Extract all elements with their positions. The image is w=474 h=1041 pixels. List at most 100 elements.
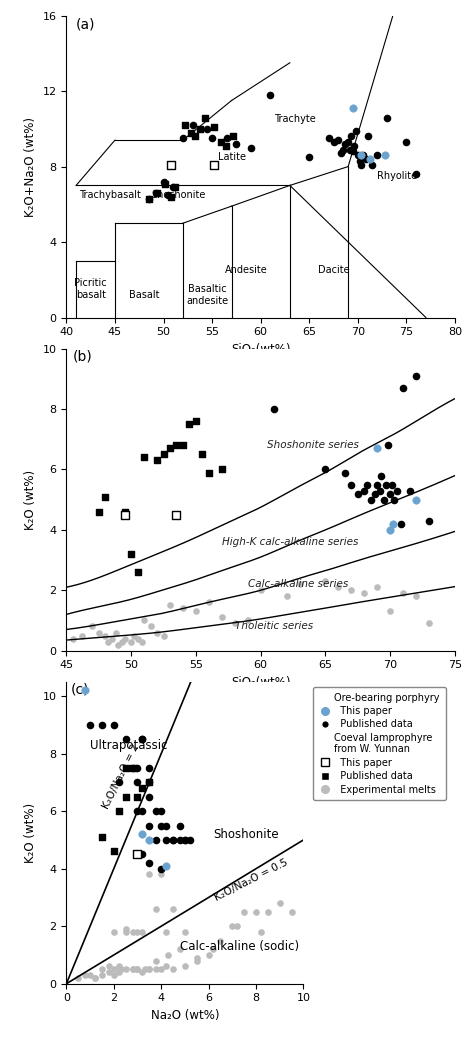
Point — [283, 588, 291, 605]
X-axis label: SiO₂(wt%): SiO₂(wt%) — [231, 342, 291, 356]
Point — [115, 803, 122, 819]
Point — [369, 156, 376, 173]
Point — [347, 582, 355, 599]
Point — [386, 603, 394, 619]
Point — [337, 145, 345, 161]
Point — [162, 923, 170, 940]
Point — [335, 132, 342, 149]
Point — [389, 515, 397, 532]
Point — [134, 630, 141, 646]
Point — [138, 780, 146, 796]
Point — [218, 609, 226, 626]
Point — [169, 832, 177, 848]
Point — [134, 803, 141, 819]
Point — [121, 507, 128, 524]
Point — [362, 151, 369, 168]
Text: K₂O/Na₂O = 0.5: K₂O/Na₂O = 0.5 — [213, 858, 290, 903]
Point — [134, 961, 141, 977]
Point — [95, 504, 102, 520]
Point — [140, 449, 148, 465]
Point — [147, 618, 155, 635]
Point — [352, 123, 360, 139]
Text: Dacite: Dacite — [318, 265, 349, 275]
Point — [244, 612, 252, 629]
Point — [359, 147, 366, 163]
Point — [130, 627, 137, 643]
Point — [276, 895, 283, 912]
Point — [364, 128, 372, 145]
Point — [153, 953, 160, 969]
Legend: Ore-bearing porphyry,   This paper,   Published data, Coeval lamprophyre
from W.: Ore-bearing porphyry, This paper, Publis… — [313, 687, 446, 801]
Point — [169, 900, 177, 917]
Point — [374, 147, 381, 163]
Point — [112, 625, 119, 641]
Point — [134, 775, 141, 791]
Point — [110, 967, 118, 984]
Point — [162, 175, 169, 192]
Point — [322, 461, 329, 478]
Point — [110, 843, 118, 860]
Point — [412, 491, 420, 508]
Point — [160, 174, 167, 191]
Point — [412, 166, 420, 182]
Point — [138, 846, 146, 863]
Point — [138, 731, 146, 747]
Point — [129, 760, 137, 777]
Point — [252, 904, 260, 920]
Point — [222, 137, 229, 154]
Point — [129, 923, 137, 940]
Point — [129, 760, 137, 777]
Point — [122, 921, 129, 938]
Point — [105, 964, 113, 981]
Point — [179, 437, 187, 454]
Point — [201, 109, 209, 126]
Point — [192, 603, 200, 619]
Point — [354, 147, 362, 163]
Point — [117, 961, 125, 977]
Y-axis label: K₂O+Na₂O (wt%): K₂O+Na₂O (wt%) — [24, 117, 37, 217]
Point — [74, 969, 82, 986]
Point — [146, 961, 153, 977]
Text: (b): (b) — [73, 350, 92, 363]
Point — [386, 522, 394, 538]
Point — [170, 179, 177, 196]
Point — [157, 803, 165, 819]
Point — [381, 147, 389, 163]
Point — [146, 961, 153, 977]
Point — [305, 149, 313, 166]
Point — [209, 130, 216, 147]
Point — [205, 464, 213, 481]
Point — [146, 788, 153, 805]
Point — [386, 485, 394, 502]
Point — [186, 415, 193, 433]
Point — [203, 121, 211, 137]
Point — [350, 137, 358, 154]
Point — [146, 817, 153, 834]
Point — [363, 477, 371, 493]
Point — [233, 918, 241, 935]
Point — [383, 109, 391, 126]
Text: Calc-alkaline series: Calc-alkaline series — [248, 579, 348, 589]
Point — [425, 512, 433, 529]
Point — [357, 156, 365, 173]
Point — [91, 969, 99, 986]
Point — [349, 100, 357, 117]
Point — [412, 588, 420, 605]
Point — [162, 832, 170, 848]
Point — [166, 598, 174, 614]
Point — [361, 585, 368, 602]
Point — [189, 117, 197, 133]
Text: Calc-alkaline (sodic): Calc-alkaline (sodic) — [180, 940, 299, 953]
Point — [157, 817, 165, 834]
Point — [217, 933, 224, 949]
Point — [115, 958, 122, 974]
Point — [176, 817, 184, 834]
Point — [400, 380, 407, 397]
Point — [146, 855, 153, 871]
Point — [98, 829, 106, 845]
Point — [115, 964, 122, 981]
Point — [134, 923, 141, 940]
Point — [192, 413, 200, 430]
Point — [397, 515, 404, 532]
Point — [335, 579, 342, 595]
